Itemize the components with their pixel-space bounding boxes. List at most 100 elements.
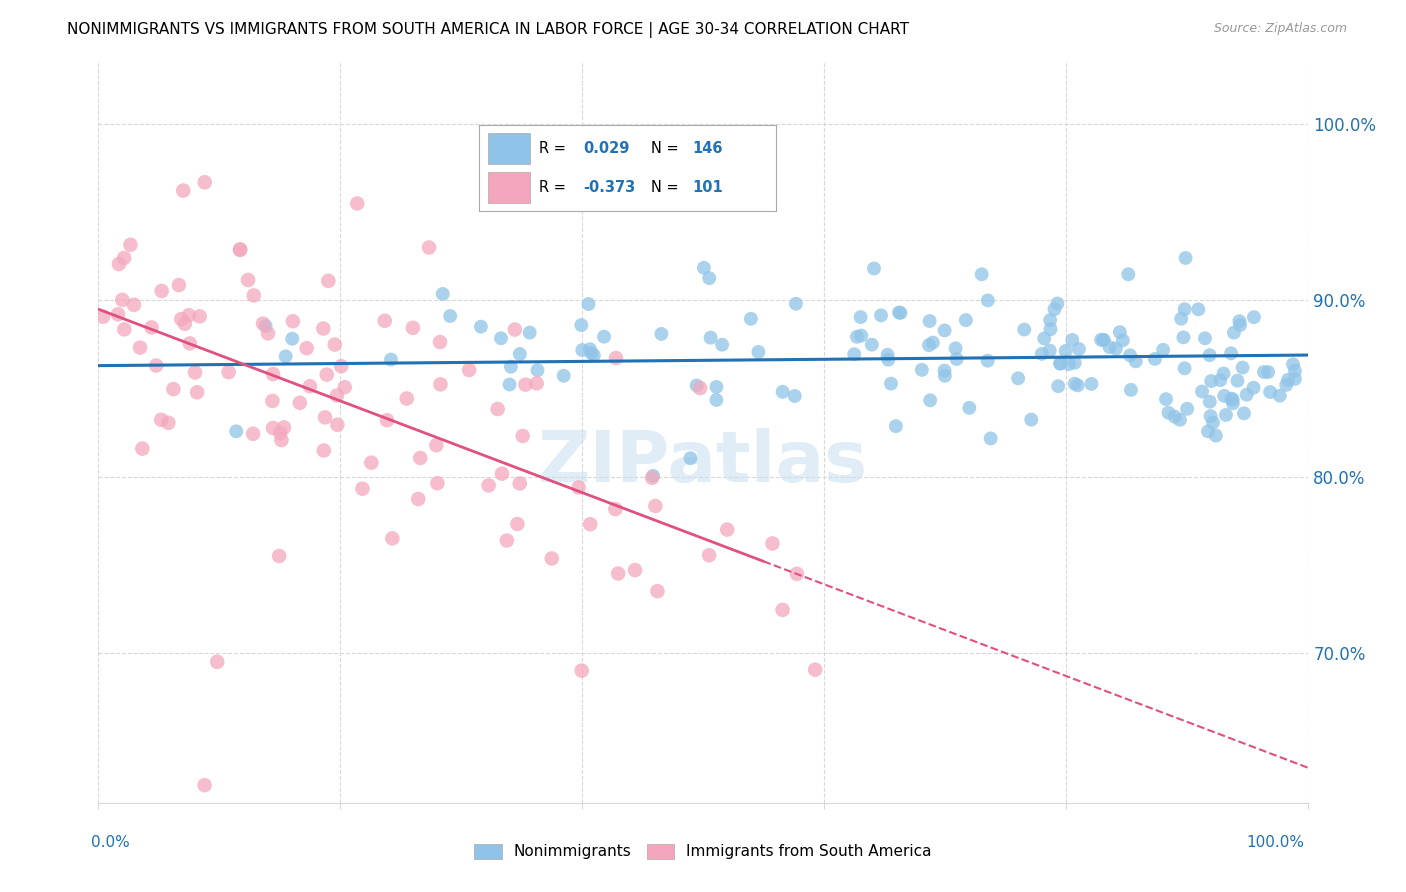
Point <box>91 310 114 324</box>
Point <box>177 308 200 322</box>
Point <box>269 549 291 563</box>
Point <box>716 523 738 537</box>
Text: 100.0%: 100.0% <box>1247 836 1305 850</box>
Point <box>111 293 134 307</box>
Point <box>970 267 993 281</box>
Point <box>1054 343 1077 358</box>
Point <box>1202 416 1225 430</box>
Point <box>605 351 627 365</box>
Point <box>1019 412 1042 426</box>
Point <box>845 330 868 344</box>
Point <box>860 337 883 351</box>
Point <box>870 309 893 323</box>
Point <box>772 603 794 617</box>
Y-axis label: In Labor Force | Age 30-34: In Labor Force | Age 30-34 <box>0 331 8 534</box>
Point <box>934 323 956 337</box>
Point <box>1173 330 1195 344</box>
Point <box>571 664 593 678</box>
Point <box>257 326 280 341</box>
Text: ZIPatlas: ZIPatlas <box>538 428 868 497</box>
Point <box>785 297 807 311</box>
Point <box>1063 356 1085 370</box>
Point <box>1163 409 1185 424</box>
Point <box>406 491 429 506</box>
Point <box>711 337 734 351</box>
Point <box>918 314 941 328</box>
Point <box>1066 378 1088 392</box>
Point <box>509 347 531 361</box>
Point <box>804 663 827 677</box>
Point <box>607 566 630 581</box>
Point <box>1220 346 1243 360</box>
Point <box>934 363 956 377</box>
Point <box>761 536 783 550</box>
Point <box>402 321 425 335</box>
Point <box>205 655 228 669</box>
Point <box>491 467 513 481</box>
Point <box>509 476 531 491</box>
Point <box>568 480 591 494</box>
Point <box>980 432 1002 446</box>
Point <box>579 517 602 532</box>
Point <box>945 342 967 356</box>
Point <box>1229 314 1251 328</box>
Point <box>1092 333 1115 347</box>
Point <box>172 184 194 198</box>
Point <box>786 566 808 581</box>
Point <box>1197 425 1219 439</box>
Point <box>1253 365 1275 379</box>
Point <box>1125 354 1147 368</box>
Point <box>236 273 259 287</box>
Point <box>1199 374 1222 388</box>
Point <box>1277 373 1299 387</box>
Point <box>1090 333 1112 347</box>
Point <box>489 331 512 345</box>
Point <box>697 271 720 285</box>
Point <box>122 298 145 312</box>
Point <box>254 319 277 334</box>
Point <box>1047 379 1070 393</box>
Point <box>1229 318 1251 332</box>
Point <box>1039 343 1062 358</box>
Point <box>218 365 240 379</box>
Point <box>1194 331 1216 345</box>
Point <box>1284 372 1306 386</box>
Point <box>1243 310 1265 325</box>
Point <box>375 413 398 427</box>
Point <box>129 341 152 355</box>
Point <box>689 381 711 395</box>
Point <box>569 318 592 332</box>
Point <box>1043 302 1066 317</box>
Point <box>360 456 382 470</box>
Point <box>1220 392 1243 406</box>
Point <box>706 380 728 394</box>
Point <box>242 426 264 441</box>
Point <box>512 429 534 443</box>
Point <box>553 368 575 383</box>
Legend: Nonimmigrants, Immigrants from South America: Nonimmigrants, Immigrants from South Ame… <box>468 838 938 865</box>
Point <box>1187 302 1209 317</box>
Point <box>380 352 402 367</box>
Point <box>1275 377 1298 392</box>
Point <box>515 377 537 392</box>
Point <box>876 348 898 362</box>
Point <box>1223 326 1246 340</box>
Point <box>706 392 728 407</box>
Point <box>262 393 284 408</box>
Point <box>877 352 900 367</box>
Point <box>186 385 208 400</box>
Point <box>131 442 153 456</box>
Point <box>503 322 526 336</box>
Point <box>934 368 956 383</box>
Point <box>112 251 135 265</box>
Point <box>288 396 311 410</box>
Point <box>318 274 340 288</box>
Point <box>409 450 432 465</box>
Point <box>1014 322 1036 336</box>
Point <box>486 402 509 417</box>
Point <box>644 499 666 513</box>
Point <box>1170 311 1192 326</box>
Point <box>1191 384 1213 399</box>
Point <box>1049 357 1071 371</box>
Point <box>1143 351 1166 366</box>
